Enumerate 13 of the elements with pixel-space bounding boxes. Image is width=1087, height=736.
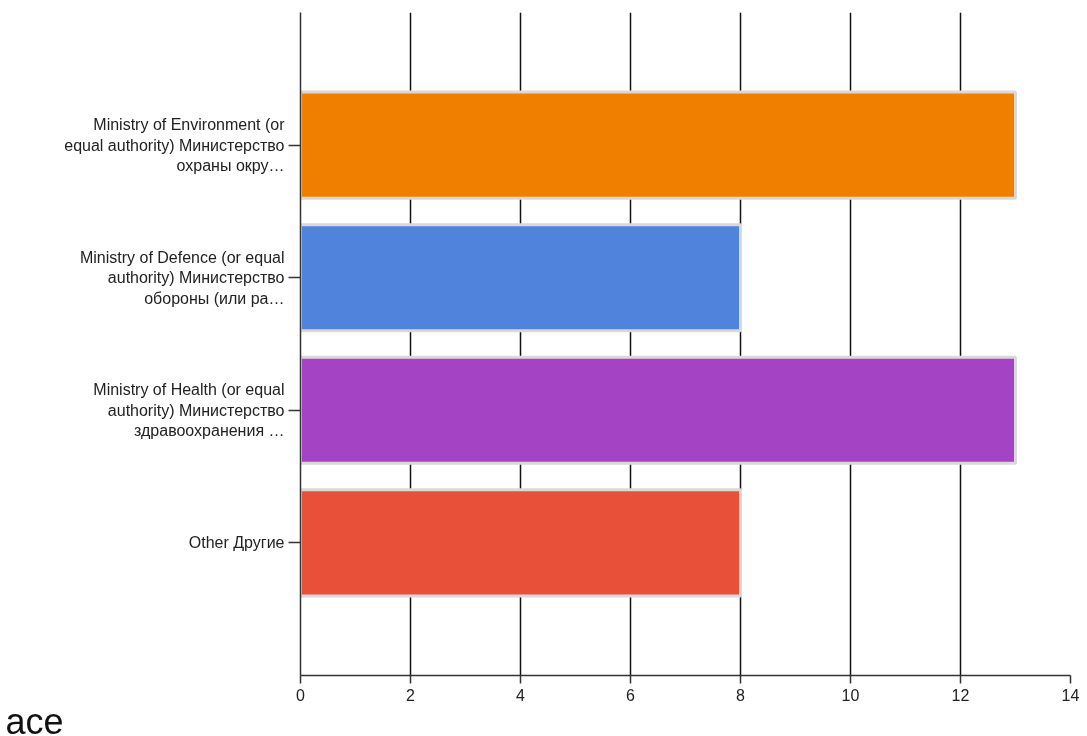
x-tick-label: 4 [516, 686, 526, 704]
x-tick-label: 14 [1061, 686, 1080, 704]
y-tick-label: Ministry of Defence (or equal authority) Министерство обороны (или ра… [79, 248, 285, 307]
x-tick-label: 0 [296, 686, 306, 704]
x-tick-label: 10 [841, 686, 860, 704]
y-tick-label: Other Другие [188, 534, 285, 552]
text: ace [5, 700, 64, 736]
x-tick-label: 6 [626, 686, 636, 704]
y-tick-label: Ministry of Health (or equal authority) Министерство здравоохранения … [93, 381, 285, 440]
y-tick-label: Ministry of Environment (or equal authority) Министерство охраны окру… [64, 116, 286, 174]
x-tick-label: 2 [406, 686, 416, 704]
x-tick-label: 8 [736, 686, 746, 704]
x-tick-label: 12 [951, 686, 970, 704]
